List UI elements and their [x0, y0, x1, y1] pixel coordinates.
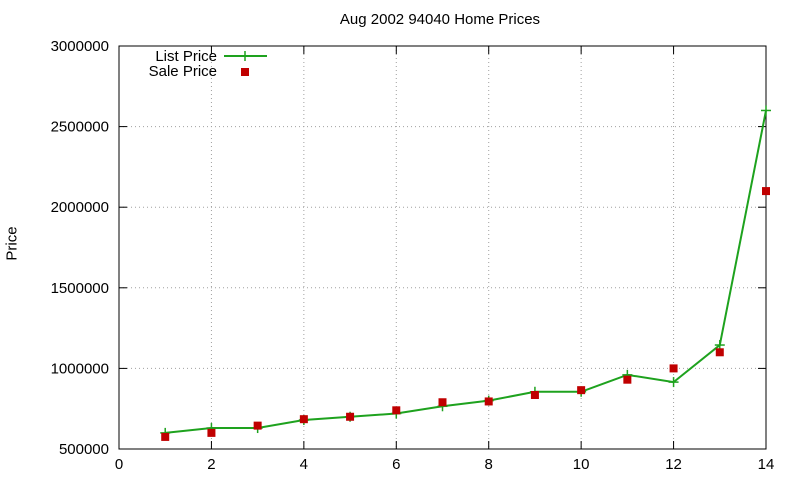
- sale-price-point: [346, 412, 355, 421]
- legend-label-sale-price: Sale Price: [149, 63, 217, 80]
- sale-price-point: [484, 397, 493, 406]
- x-tick-label: 12: [665, 456, 682, 473]
- legend-swatch-sale-price: [241, 68, 249, 76]
- sale-price-point: [530, 390, 539, 399]
- sale-price-point: [715, 348, 724, 357]
- chart-title: Aug 2002 94040 Home Prices: [339, 11, 541, 28]
- x-tick-label: 6: [392, 456, 400, 473]
- y-tick-label: 500000: [59, 441, 109, 458]
- x-tick-label: 0: [115, 456, 123, 473]
- sale-price-point: [669, 364, 678, 373]
- y-ticks: 500000 1000000 1500000 2000000 2500000 300000…: [51, 38, 766, 458]
- list-price-point: [761, 105, 771, 116]
- list-price-line: [165, 110, 767, 434]
- x-ticks: 0 2 4 6 8 10 12 14: [115, 46, 775, 473]
- x-tick-label: 14: [758, 456, 775, 473]
- sale-price-point: [438, 398, 447, 407]
- grid-lines: [119, 46, 766, 449]
- x-tick-label: 2: [207, 456, 215, 473]
- x-tick-label: 4: [300, 456, 308, 473]
- sale-price-point: [762, 187, 770, 196]
- axes: [118, 45, 767, 450]
- sale-price-point: [161, 432, 170, 441]
- y-tick-label: 3000000: [51, 38, 109, 55]
- sale-price-point: [623, 375, 632, 384]
- sale-price-point: [577, 386, 586, 395]
- y-tick-label: 1000000: [51, 360, 109, 377]
- sale-price-point: [253, 421, 262, 430]
- x-tick-label: 10: [573, 456, 590, 473]
- y-tick-label: 2000000: [51, 199, 109, 216]
- y-tick-label: 2500000: [51, 119, 109, 136]
- data-series: [160, 105, 771, 441]
- sale-price-point: [207, 428, 216, 437]
- list-price-point: [668, 377, 679, 388]
- y-tick-label: 1500000: [51, 280, 109, 297]
- x-tick-label: 8: [485, 456, 493, 473]
- legend-label-list-price: List Price: [155, 48, 217, 65]
- sale-price-point: [392, 406, 401, 415]
- sale-price-point: [299, 415, 308, 424]
- plot-frame: [118, 45, 767, 450]
